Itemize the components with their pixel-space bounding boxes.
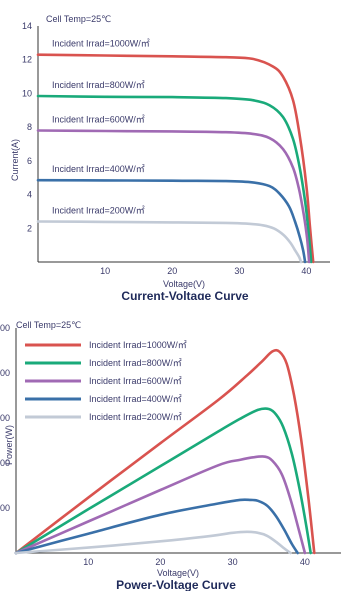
iv-y-tick-14: 14: [22, 21, 32, 31]
iv-series-label-2: Incident Irrad=800W/㎡: [52, 80, 145, 90]
iv-y-tick-8: 8: [27, 122, 32, 132]
iv-x-tick-30: 30: [234, 266, 244, 276]
iv-series-label-4: Incident Irrad=400W/㎡: [52, 164, 145, 174]
pv-y-axis-label: Power(W): [4, 425, 14, 465]
pv-legend-label-3: Incident Irrad=600W/㎡: [89, 376, 182, 386]
pv-chart-title: Power-Voltage Curve: [116, 578, 236, 591]
pv-series-line-1: [14, 348, 316, 555]
iv-x-tick-40: 40: [301, 266, 311, 276]
pv-y-tick-500: 500: [0, 323, 10, 333]
iv-series-lines: [36, 53, 315, 264]
pv-x-tick-30: 30: [228, 557, 238, 567]
iv-y-tick-2: 2: [27, 223, 32, 233]
iv-series-label-5: Incident Irrad=200W/㎡: [52, 206, 145, 216]
pv-y-tick-300: 300: [0, 413, 10, 423]
pv-x-tick-40: 40: [300, 557, 310, 567]
iv-y-tick-labels: 2 4 6 8 10 12 14: [22, 21, 32, 233]
pv-x-axis-label: Voltage(V): [157, 568, 199, 578]
iv-series-line-2: [36, 94, 313, 264]
iv-y-tick-6: 6: [27, 156, 32, 166]
iv-y-tick-4: 4: [27, 190, 32, 200]
iv-note: Cell Temp=25℃: [46, 14, 111, 24]
iv-x-tick-20: 20: [167, 266, 177, 276]
pv-chart: Cell Temp=25℃ 100 200 300 400 500 10 20 30 40 I…: [0, 320, 341, 591]
pv-x-tick-10: 10: [83, 557, 93, 567]
pv-x-tick-20: 20: [155, 557, 165, 567]
pv-y-tick-400: 400: [0, 368, 10, 378]
iv-series-label-3: Incident Irrad=600W/㎡: [52, 115, 145, 125]
pv-y-tick-labels: 100 200 300 400 500: [0, 323, 10, 513]
pv-series-lines: [14, 348, 316, 555]
pv-y-tick-100: 100: [0, 503, 10, 513]
iv-series-line-3: [36, 129, 311, 264]
iv-series-line-4: [36, 178, 307, 264]
pv-series-line-4: [14, 498, 299, 555]
iv-chart-title: Current-Voltage Curve: [121, 289, 248, 300]
iv-series-labels: Incident Irrad=1000W/㎡ Incident Irrad=800…: [52, 39, 150, 216]
pv-legend-label-4: Incident Irrad=400W/㎡: [89, 394, 182, 404]
pv-legend-label-5: Incident Irrad=200W/㎡: [89, 412, 182, 422]
pv-legend: Incident Irrad=1000W/㎡ Incident Irrad=800…: [25, 340, 187, 422]
pv-note: Cell Temp=25℃: [16, 320, 81, 330]
iv-y-axis-label: Current(A): [10, 139, 20, 181]
iv-series-line-1: [36, 53, 315, 264]
pv-legend-label-2: Incident Irrad=800W/㎡: [89, 358, 182, 368]
iv-series-label-1: Incident Irrad=1000W/㎡: [52, 39, 150, 49]
iv-x-tick-labels: 10 20 30 40: [100, 266, 311, 276]
pv-series-line-2: [14, 407, 312, 555]
iv-chart: Cell Temp=25℃ 2 4 6 8 10 12 14 10 20 30 40 Incide…: [10, 14, 330, 300]
iv-y-tick-10: 10: [22, 88, 32, 98]
iv-y-tick-12: 12: [22, 55, 32, 65]
pv-x-tick-labels: 10 20 30 40: [83, 557, 310, 567]
pv-series-line-5: [14, 530, 292, 555]
iv-series-line-5: [36, 220, 303, 264]
pv-series-line-3: [14, 455, 307, 555]
pv-y-tick-200: 200: [0, 458, 10, 468]
iv-x-tick-10: 10: [100, 266, 110, 276]
pv-legend-label-1: Incident Irrad=1000W/㎡: [89, 340, 187, 350]
iv-x-axis-label: Voltage(V): [163, 279, 205, 289]
